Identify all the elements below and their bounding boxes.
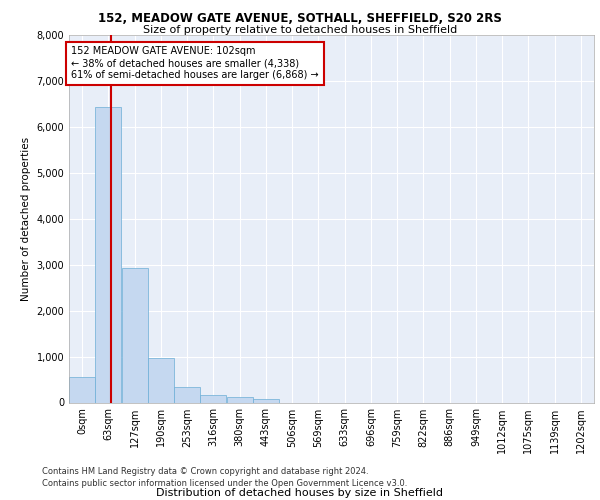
Text: 152, MEADOW GATE AVENUE, SOTHALL, SHEFFIELD, S20 2RS: 152, MEADOW GATE AVENUE, SOTHALL, SHEFFI… — [98, 12, 502, 26]
Bar — [122, 268, 148, 402]
Text: Contains public sector information licensed under the Open Government Licence v3: Contains public sector information licen… — [42, 478, 407, 488]
Bar — [95, 107, 121, 403]
Bar — [148, 358, 174, 403]
Bar — [174, 387, 200, 402]
Bar — [200, 395, 226, 402]
Bar — [69, 377, 95, 402]
Text: Size of property relative to detached houses in Sheffield: Size of property relative to detached ho… — [143, 25, 457, 35]
Bar — [227, 398, 253, 402]
Text: Distribution of detached houses by size in Sheffield: Distribution of detached houses by size … — [157, 488, 443, 498]
Text: 152 MEADOW GATE AVENUE: 102sqm
← 38% of detached houses are smaller (4,338)
61% : 152 MEADOW GATE AVENUE: 102sqm ← 38% of … — [71, 46, 319, 80]
Bar — [253, 400, 279, 402]
Y-axis label: Number of detached properties: Number of detached properties — [21, 136, 31, 301]
Text: Contains HM Land Registry data © Crown copyright and database right 2024.: Contains HM Land Registry data © Crown c… — [42, 467, 368, 476]
